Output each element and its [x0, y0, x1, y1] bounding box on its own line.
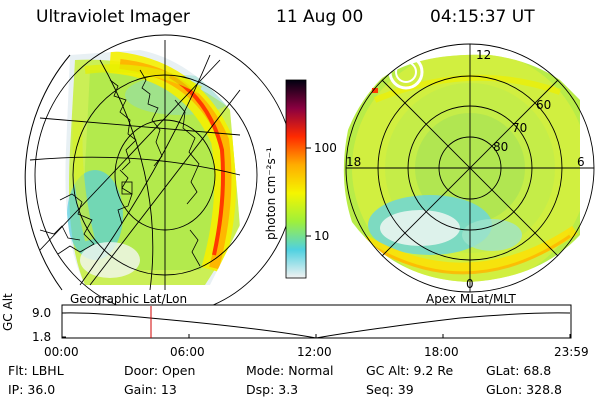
- mlt-label-12: 12: [476, 48, 492, 62]
- timeline-xtick-1200: 12:00: [297, 345, 332, 359]
- mlt-label-18: 18: [346, 155, 362, 169]
- right-panel-caption: Apex MLat/MLT: [426, 292, 516, 306]
- status-ip: IP: 36.0: [8, 382, 56, 397]
- left-panel-caption: Geographic Lat/Lon: [70, 292, 188, 306]
- timeline-xtick-2359: 23:59: [554, 345, 589, 359]
- status-seq: Seq: 39: [366, 382, 414, 397]
- timeline-xtick-0000: 00:00: [44, 345, 79, 359]
- status-gc-alt: GC Alt: 9.2 Re: [366, 363, 454, 378]
- timeline-xtick-1800: 18:00: [424, 345, 459, 359]
- colorbar-tick-10: 10: [314, 229, 330, 243]
- image-artifact: [388, 54, 424, 90]
- instrument-title: Ultraviolet Imager: [36, 7, 190, 27]
- mlt-label-6: 6: [577, 155, 585, 169]
- status-glon: GLon: 328.8: [486, 382, 562, 397]
- mlt-label-0: 0: [466, 277, 474, 291]
- apex-grid: [345, 43, 595, 293]
- coastlines: [39, 69, 201, 267]
- mlat-label-70: 70: [512, 121, 528, 135]
- status-mode: Mode: Normal: [246, 363, 334, 378]
- date-label: 11 Aug 00: [276, 7, 364, 27]
- right-image-panel: [343, 43, 595, 293]
- status-filter: Flt: LBHL: [8, 363, 64, 378]
- colorbar-unit-label: photon cm⁻²s⁻¹: [264, 147, 278, 240]
- mlat-label-60: 60: [536, 98, 552, 112]
- timeline-ytick-9: 9.0: [32, 306, 52, 320]
- colorbar-bar: [285, 79, 307, 279]
- gc-alt-curve: [61, 312, 571, 339]
- time-label: 04:15:37 UT: [430, 7, 535, 27]
- mlat-label-80: 80: [493, 140, 509, 154]
- colorbar-tick-100: 100: [314, 141, 337, 155]
- timeline-axis-label: GC Alt: [1, 293, 15, 331]
- colorbar: photon cm⁻²s⁻¹: [264, 79, 311, 279]
- status-glat: GLat: 68.8: [486, 363, 552, 378]
- left-image-panel: [24, 34, 296, 316]
- altitude-timeline: [61, 304, 572, 339]
- status-dsp: Dsp: 3.3: [246, 382, 299, 397]
- status-gain: Gain: 13: [124, 382, 177, 397]
- timeline-xtick-0600: 06:00: [170, 345, 205, 359]
- status-door: Door: Open: [124, 363, 196, 378]
- timeline-frame: [61, 304, 572, 339]
- timeline-ytick-1-8: 1.8: [32, 330, 52, 344]
